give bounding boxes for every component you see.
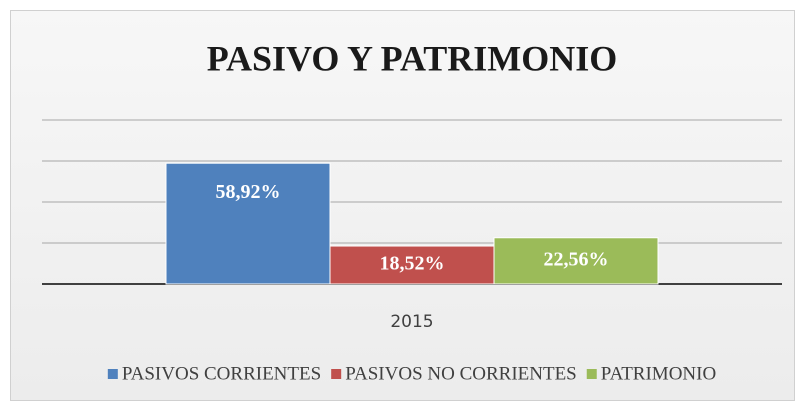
legend-swatch	[331, 369, 342, 379]
legend-swatch	[586, 369, 597, 379]
x-tick-label: 2015	[390, 312, 433, 332]
chart-area	[10, 10, 795, 401]
legend-swatch	[107, 369, 118, 379]
data-label: 22,56%	[544, 248, 609, 270]
legend-label: PATRIMONIO	[601, 363, 716, 384]
data-label: 58,92%	[216, 181, 281, 203]
bar	[329, 245, 495, 285]
legend-label: PASIVOS CORRIENTES	[122, 363, 321, 384]
bar	[165, 162, 331, 285]
bar	[493, 237, 659, 285]
data-label: 18,52%	[380, 253, 445, 275]
chart-title: PASIVO Y PATRIMONIO	[207, 38, 618, 78]
legend-label: PASIVOS NO CORRIENTES	[345, 363, 577, 384]
